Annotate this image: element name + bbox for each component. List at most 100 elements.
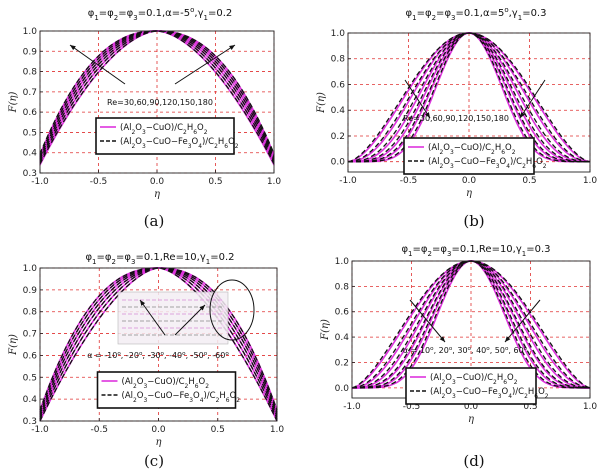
y-tick-label: 0.6 — [335, 308, 350, 318]
series-line-2-curve-4 — [39, 30, 275, 159]
arrow-left-head — [70, 45, 76, 51]
x-tick-label: 1.0 — [267, 177, 282, 187]
arrow-right — [519, 79, 546, 119]
y-tick-label: 0.7 — [23, 88, 37, 98]
panel-caption: (a) — [144, 212, 165, 230]
y-tick-label: 0.0 — [331, 158, 346, 168]
y-tick-label: 0.9 — [23, 47, 38, 57]
y-axis-label: F(η) — [316, 92, 327, 114]
y-tick-label: 1.0 — [23, 27, 38, 37]
series-line-2-curve-6 — [39, 267, 278, 411]
series-line-2-curve-4 — [39, 267, 278, 415]
x-tick-label: 0.0 — [464, 402, 479, 412]
y-tick-label: 1.0 — [335, 257, 350, 267]
x-axis-label: η — [466, 188, 472, 199]
series-line-2-curve-6 — [352, 260, 590, 389]
y-tick-label: 1.0 — [331, 29, 346, 39]
arrow-left-head — [425, 112, 430, 118]
x-tick-label: -1.0 — [343, 402, 361, 412]
y-tick-label: 1.0 — [23, 264, 38, 274]
legend-label-1: (Al2O3−CuO)/C2H6O2 — [122, 377, 210, 390]
y-tick-label: 0.6 — [23, 351, 38, 361]
legend-box — [403, 137, 535, 175]
y-tick-label: 0.4 — [331, 106, 346, 116]
arrow-left — [409, 299, 446, 343]
x-tick-label: -1.0 — [31, 177, 49, 187]
arrow-left-head — [140, 300, 146, 306]
curve-annotation: α = 10o, 20o, 30o, 40o, 50o, 60o — [403, 346, 528, 355]
arrow-right-head — [520, 112, 525, 118]
y-tick-label: 0.2 — [331, 132, 345, 142]
y-tick-label: 0.4 — [335, 333, 350, 343]
x-tick-label: -0.5 — [400, 176, 418, 186]
arrow-right-head — [229, 45, 235, 50]
series-line-2-curve-3 — [351, 260, 591, 389]
arrow-left — [139, 299, 166, 336]
x-tick-label: 1.0 — [583, 176, 598, 186]
y-tick-label: 0.7 — [23, 330, 37, 340]
series-line-2-curve-1 — [39, 267, 278, 422]
y-axis-label: F(η) — [8, 92, 19, 114]
chart-panel-2: φ1=φ2=φ3=0.1,α=5o,γ1=0.3 -1.0 -0.5 0.0 0.5 1.… — [316, 6, 597, 230]
x-axis-label: η — [156, 437, 162, 448]
arrow-right — [174, 304, 206, 336]
x-tick-label: 0.5 — [208, 177, 222, 187]
x-tick-label: -0.5 — [90, 425, 108, 435]
arrow-right-head — [505, 336, 511, 342]
chart-panel-4: φ1=φ2=φ3=0.1,Re=10,γ1=0.3 -1.0 -0.5 0.0 0.5 1… — [320, 244, 597, 470]
y-tick-label: 0.0 — [335, 384, 350, 394]
legend-label-1: (Al2O3−CuO)/C2H6O2 — [428, 143, 516, 156]
legend-label-2: (Al2O3−CuO−Fe3O4)/C2H6O2 — [430, 387, 549, 400]
x-axis-label: η — [154, 189, 160, 200]
y-tick-label: 0.8 — [23, 308, 38, 318]
x-tick-label: 0.0 — [151, 425, 166, 435]
y-axis-label: F(η) — [320, 319, 331, 341]
curve-annotation: α = -10o, -20o, -30o, -40o, -50o, -60o — [87, 351, 229, 360]
y-tick-label: 0.2 — [335, 358, 349, 368]
arrow-right — [174, 44, 236, 85]
chart-panel-3: φ1=φ2=φ3=0.1,Re=10,γ1=0.2 -1.0 -0.5 0.0 0.5 1… — [8, 252, 284, 470]
y-tick-label: 0.8 — [331, 55, 346, 65]
y-tick-label: 0.5 — [23, 128, 37, 138]
x-tick-label: 0.0 — [150, 177, 165, 187]
y-tick-label: 0.9 — [23, 286, 38, 296]
y-tick-label: 0.4 — [23, 395, 38, 405]
arrow-left — [404, 79, 431, 119]
legend-box — [96, 371, 237, 409]
x-tick-label: 1.0 — [270, 425, 285, 435]
panel-caption: (b) — [463, 212, 484, 230]
arrow-left-head — [439, 336, 445, 342]
x-tick-label: 0.5 — [523, 402, 537, 412]
panel-caption: (d) — [463, 452, 484, 470]
series-line-2-curve-2 — [347, 32, 591, 163]
x-tick-label: 0.5 — [522, 176, 536, 186]
x-tick-label: -0.5 — [403, 402, 421, 412]
chart-title: φ1=φ2=φ3=0.1,α=-5o,γ1=0.2 — [88, 6, 233, 22]
chart-title: φ1=φ2=φ3=0.1,Re=10,γ1=0.3 — [401, 244, 550, 258]
x-tick-label: -1.0 — [339, 176, 357, 186]
arrow-right — [504, 299, 541, 343]
series-line-2-curve-5 — [348, 32, 590, 163]
legend-label-1: (Al2O3−CuO)/C2H6O2 — [430, 373, 518, 386]
y-tick-label: 0.4 — [23, 149, 38, 159]
y-axis-label: F(η) — [8, 334, 19, 356]
y-tick-label: 0.3 — [23, 417, 37, 427]
y-tick-label: 0.6 — [331, 80, 346, 90]
legend-label-2: (Al2O3−CuO−Fe3O4)/C2H6O2 — [120, 137, 239, 150]
x-tick-label: 1.0 — [583, 402, 598, 412]
legend-label-1: (Al2O3−CuO)/C2H6O2 — [120, 123, 208, 136]
panel-caption: (c) — [144, 452, 164, 470]
series-line-2-curve-3 — [39, 267, 278, 417]
curve-annotation: Re=30,60,90,120,150,180 — [403, 114, 509, 123]
zoom-ellipse — [209, 279, 255, 341]
y-tick-label: 0.5 — [23, 373, 37, 383]
chart-panel-1: φ1=φ2=φ3=0.1,α=-5o,γ1=0.2 -1.0 -0.5 0.0 0.5 1… — [8, 6, 281, 230]
arrow-left — [69, 44, 126, 85]
series-line-2-curve-1 — [347, 32, 591, 163]
x-tick-label: 0.0 — [462, 176, 477, 186]
y-tick-label: 0.6 — [23, 108, 38, 118]
x-axis-label: η — [468, 414, 474, 425]
chart-title: φ1=φ2=φ3=0.1,Re=10,γ1=0.2 — [85, 252, 234, 266]
y-tick-label: 0.8 — [23, 68, 38, 78]
